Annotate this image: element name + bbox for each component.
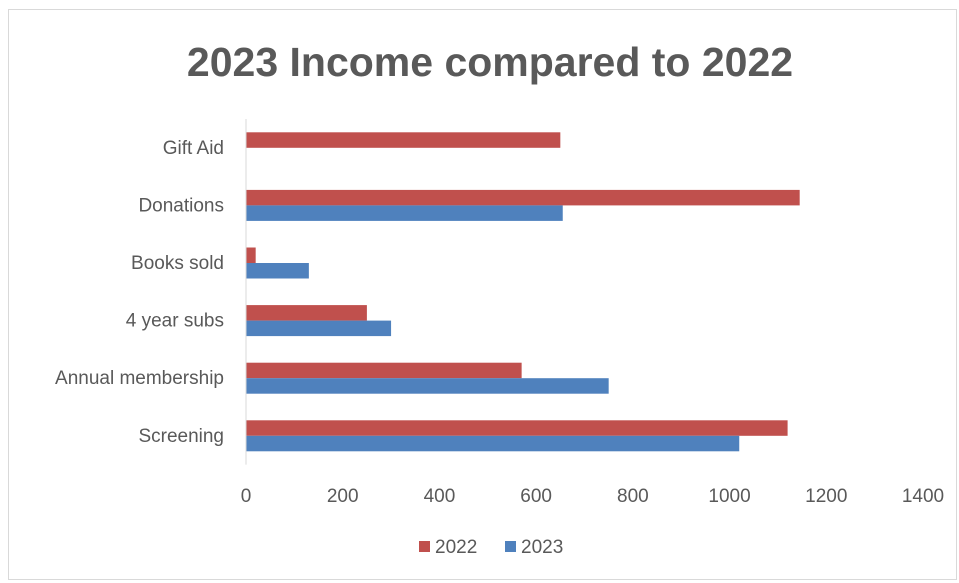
x-tick-label-0: 0 <box>241 486 252 507</box>
bars-group <box>246 132 800 452</box>
x-tick-labels: 0 200 400 600 800 1000 1200 1400 <box>241 486 944 507</box>
category-labels: Screening Annual membership 4 year subs Boo… <box>55 138 224 447</box>
x-tick-label-1000: 1000 <box>708 486 750 507</box>
category-label-books-sold: Books sold <box>131 253 224 274</box>
bar-2022-books-sold <box>246 247 256 263</box>
bar-2023-screening <box>246 435 740 452</box>
bar-2022-gift-aid <box>246 132 561 148</box>
bar-2022-screening <box>246 420 788 436</box>
x-tick-label-1200: 1200 <box>805 486 847 507</box>
category-label-4-year-subs: 4 year subs <box>126 311 224 332</box>
legend-label-2022: 2022 <box>435 537 477 558</box>
bar-2022-annual-membership <box>246 362 522 379</box>
chart-title: 2023 Income compared to 2022 <box>187 39 793 85</box>
bar-2022-donations <box>246 189 800 206</box>
category-label-screening: Screening <box>138 426 224 447</box>
x-tick-label-800: 800 <box>617 486 649 507</box>
legend-label-2023: 2023 <box>521 537 563 558</box>
x-tick-label-200: 200 <box>327 486 359 507</box>
x-tick-label-600: 600 <box>520 486 552 507</box>
x-tick-label-400: 400 <box>424 486 456 507</box>
category-label-gift-aid: Gift Aid <box>163 138 224 159</box>
category-label-annual-membership: Annual membership <box>55 368 224 389</box>
bar-2023-books-sold <box>246 263 309 279</box>
bar-2023-4-year-subs <box>246 320 392 337</box>
legend: 2022 2023 <box>419 537 563 558</box>
bar-2023-donations <box>246 205 563 221</box>
legend-swatch-2023 <box>505 541 516 552</box>
bar-2023-annual-membership <box>246 378 609 394</box>
category-label-donations: Donations <box>138 195 224 216</box>
legend-swatch-2022 <box>419 541 430 552</box>
bar-2022-4-year-subs <box>246 305 367 321</box>
chart-frame <box>8 9 957 580</box>
x-tick-label-1400: 1400 <box>902 486 944 507</box>
